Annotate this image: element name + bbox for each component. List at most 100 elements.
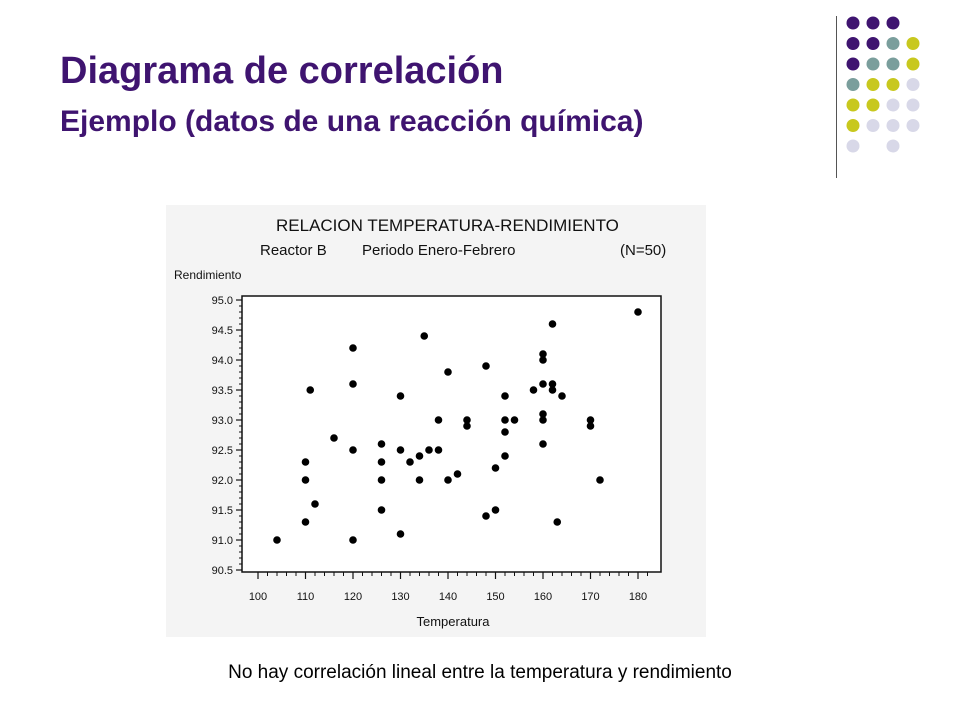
- data-point: [306, 386, 315, 394]
- data-point: [415, 452, 424, 460]
- data-point: [330, 434, 338, 442]
- data-point: [444, 476, 452, 484]
- decor-dot: [906, 78, 920, 91]
- data-point: [311, 500, 319, 508]
- data-point: [482, 512, 490, 520]
- y-tick-label: 91.5: [212, 505, 233, 517]
- data-point: [273, 536, 281, 544]
- data-point: [596, 476, 604, 484]
- data-point: [377, 458, 386, 466]
- decor-dot: [906, 57, 920, 71]
- decor-dot: [906, 119, 920, 132]
- x-tick-label: 120: [344, 591, 362, 603]
- data-point: [396, 392, 405, 400]
- decor-dot: [866, 16, 880, 30]
- y-tick-label: 93.0: [212, 415, 233, 427]
- x-tick-label: 110: [297, 591, 315, 603]
- data-point: [539, 356, 547, 364]
- data-point: [501, 428, 509, 436]
- x-tick-label: 170: [581, 591, 599, 603]
- plot-frame: [241, 295, 662, 573]
- data-point: [548, 320, 557, 328]
- data-point: [301, 458, 310, 466]
- data-point: [501, 416, 509, 424]
- decor-dot: [846, 98, 860, 112]
- data-point: [377, 506, 386, 514]
- data-point: [586, 422, 595, 430]
- y-tick-label: 93.5: [212, 385, 233, 397]
- decor-dot: [846, 78, 860, 91]
- decor-dot: [886, 139, 900, 153]
- decor-dot: [846, 139, 860, 153]
- y-tick-label: 92.0: [212, 475, 233, 487]
- y-axis-label: Rendimiento: [174, 268, 242, 282]
- decor-dot: [886, 57, 900, 71]
- data-point: [586, 416, 595, 424]
- decor-dot: [906, 37, 920, 50]
- data-point: [558, 392, 566, 400]
- x-tick-label: 140: [439, 591, 457, 603]
- data-point: [539, 350, 547, 358]
- slide-subtitle: Ejemplo (datos de una reacción química): [60, 105, 644, 138]
- data-point: [396, 446, 405, 454]
- data-point: [453, 470, 462, 478]
- data-point: [406, 458, 414, 466]
- data-point: [539, 416, 547, 424]
- data-point: [491, 464, 500, 472]
- data-point: [377, 476, 386, 484]
- data-point: [425, 446, 433, 454]
- data-point: [444, 368, 452, 376]
- data-point: [415, 476, 424, 484]
- y-tick-label: 94.5: [212, 325, 233, 337]
- x-tick-label: 160: [534, 591, 552, 603]
- data-point: [482, 362, 490, 370]
- data-point: [349, 536, 357, 544]
- data-point: [349, 446, 357, 454]
- data-point: [548, 380, 557, 388]
- decorative-dot-grid: [846, 16, 920, 153]
- data-point: [510, 416, 519, 424]
- y-tick-label: 91.0: [212, 535, 233, 547]
- data-point: [377, 440, 386, 448]
- x-tick-label: 130: [391, 591, 409, 603]
- decor-dot: [846, 37, 860, 50]
- data-point: [548, 386, 557, 394]
- data-point: [539, 440, 547, 448]
- chart-subtitle-n: (N=50): [620, 242, 666, 259]
- chart-title: RELACION TEMPERATURA-RENDIMIENTO: [276, 216, 619, 235]
- y-tick-label: 92.5: [212, 445, 233, 457]
- data-point: [501, 452, 509, 460]
- data-point: [491, 506, 500, 514]
- decor-dot: [906, 98, 920, 112]
- decor-dot: [886, 16, 900, 30]
- slide-title: Diagrama de correlación: [60, 50, 504, 92]
- decor-dot: [866, 119, 880, 132]
- chart-subtitle-reactor: Reactor B: [260, 242, 327, 259]
- data-point: [434, 446, 443, 454]
- data-point: [301, 518, 310, 526]
- x-axis-label: Temperatura: [417, 614, 491, 629]
- data-point: [501, 392, 509, 400]
- decor-dot: [866, 57, 880, 71]
- x-tick-label: 180: [629, 591, 647, 603]
- scatter-chart: RELACION TEMPERATURA-RENDIMIENTO Reactor…: [166, 205, 706, 637]
- data-point: [301, 476, 310, 484]
- decor-dot: [886, 119, 900, 132]
- data-point: [463, 422, 471, 430]
- data-point: [553, 518, 562, 526]
- decor-dot: [886, 78, 900, 91]
- data-point: [539, 380, 547, 388]
- data-point: [539, 410, 547, 418]
- decorative-divider: [836, 16, 837, 178]
- data-point: [463, 416, 471, 424]
- data-point: [349, 344, 357, 352]
- decor-dot: [866, 78, 880, 91]
- data-point: [634, 308, 642, 316]
- x-tick-label: 100: [249, 591, 267, 603]
- decor-dot: [886, 98, 900, 112]
- decor-dot: [846, 119, 860, 132]
- data-point: [529, 386, 538, 394]
- decor-dot: [866, 98, 880, 112]
- data-point: [349, 380, 357, 388]
- y-tick-label: 94.0: [212, 355, 233, 367]
